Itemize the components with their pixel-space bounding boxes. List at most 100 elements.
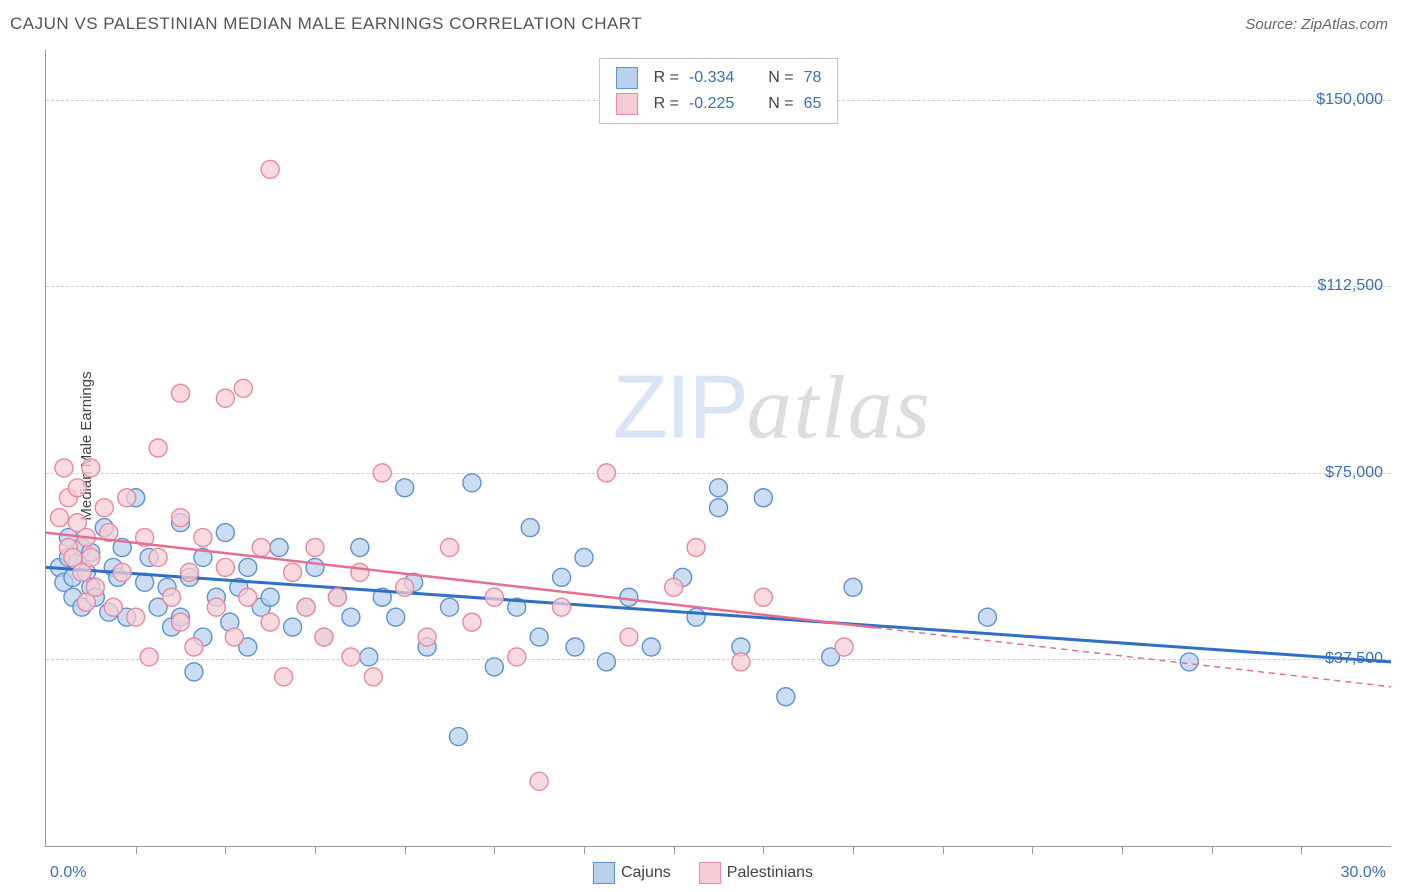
data-point: [710, 499, 728, 517]
data-point: [315, 628, 333, 646]
x-axis-max-label: 30.0%: [1341, 864, 1386, 882]
data-point: [441, 539, 459, 557]
x-axis-min-label: 0.0%: [50, 864, 86, 882]
data-point: [597, 653, 615, 671]
stat-n-label: N =: [768, 95, 793, 113]
data-point: [642, 638, 660, 656]
legend-item: Palestinians: [699, 862, 813, 884]
data-point: [1180, 653, 1198, 671]
data-point: [364, 668, 382, 686]
data-point: [620, 588, 638, 606]
data-point: [55, 459, 73, 477]
data-point: [140, 648, 158, 666]
x-tick: [494, 846, 495, 854]
series-legend: CajunsPalestinians: [593, 862, 813, 884]
data-point: [508, 648, 526, 666]
legend-swatch: [593, 862, 615, 884]
legend-label: Palestinians: [727, 864, 813, 881]
data-point: [553, 598, 571, 616]
data-point: [261, 160, 279, 178]
data-point: [979, 608, 997, 626]
x-tick: [943, 846, 944, 854]
data-point: [86, 578, 104, 596]
plot-svg: [46, 50, 1391, 846]
data-point: [270, 539, 288, 557]
data-point: [104, 598, 122, 616]
data-point: [50, 509, 68, 527]
data-point: [284, 618, 302, 636]
data-point: [225, 628, 243, 646]
x-tick: [1122, 846, 1123, 854]
x-tick: [315, 846, 316, 854]
x-tick: [584, 846, 585, 854]
data-point: [284, 563, 302, 581]
data-point: [449, 728, 467, 746]
data-point: [373, 464, 391, 482]
data-point: [387, 608, 405, 626]
data-point: [521, 519, 539, 537]
data-point: [777, 688, 795, 706]
data-point: [252, 539, 270, 557]
data-point: [620, 628, 638, 646]
data-point: [149, 548, 167, 566]
data-point: [297, 598, 315, 616]
data-point: [239, 558, 257, 576]
chart-title: CAJUN VS PALESTINIAN MEDIAN MALE EARNING…: [10, 14, 642, 34]
data-point: [172, 613, 190, 631]
data-point: [360, 648, 378, 666]
stats-row: R = -0.225N = 65: [616, 91, 822, 117]
data-point: [180, 563, 198, 581]
data-point: [149, 439, 167, 457]
data-point: [113, 563, 131, 581]
data-point: [239, 588, 257, 606]
stat-n-value: 78: [804, 69, 822, 87]
data-point: [118, 489, 136, 507]
data-point: [351, 563, 369, 581]
data-point: [463, 474, 481, 492]
data-point: [342, 648, 360, 666]
legend-swatch: [616, 67, 638, 89]
data-point: [396, 578, 414, 596]
data-point: [82, 459, 100, 477]
data-point: [185, 638, 203, 656]
data-point: [261, 613, 279, 631]
x-tick: [674, 846, 675, 854]
x-tick: [853, 846, 854, 854]
data-point: [216, 389, 234, 407]
data-point: [163, 588, 181, 606]
data-point: [234, 379, 252, 397]
stat-n-label: N =: [768, 69, 793, 87]
data-point: [553, 568, 571, 586]
data-point: [207, 598, 225, 616]
x-tick: [1032, 846, 1033, 854]
data-point: [127, 608, 145, 626]
data-point: [82, 548, 100, 566]
data-point: [754, 588, 772, 606]
data-point: [185, 663, 203, 681]
data-point: [172, 384, 190, 402]
legend-swatch: [699, 862, 721, 884]
legend-swatch: [616, 93, 638, 115]
data-point: [441, 598, 459, 616]
data-point: [463, 613, 481, 631]
x-tick: [1212, 846, 1213, 854]
data-point: [328, 588, 346, 606]
stat-r-value: -0.225: [689, 95, 734, 113]
data-point: [418, 628, 436, 646]
data-point: [351, 539, 369, 557]
data-point: [530, 772, 548, 790]
data-point: [485, 658, 503, 676]
x-tick: [225, 846, 226, 854]
x-tick: [763, 846, 764, 854]
stat-r-label: R =: [654, 69, 679, 87]
data-point: [566, 638, 584, 656]
data-point: [687, 608, 705, 626]
data-point: [306, 558, 324, 576]
data-point: [95, 499, 113, 517]
data-point: [396, 479, 414, 497]
data-point: [754, 489, 772, 507]
stats-legend: R = -0.334N = 78R = -0.225N = 65: [599, 58, 839, 124]
data-point: [216, 524, 234, 542]
data-point: [261, 588, 279, 606]
data-point: [68, 479, 86, 497]
